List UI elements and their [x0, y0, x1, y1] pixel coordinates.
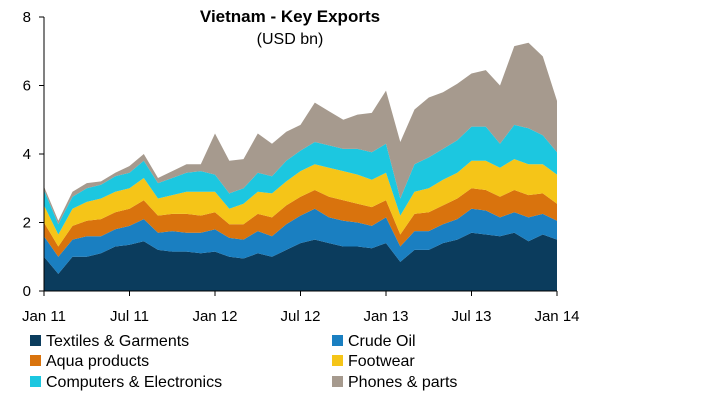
- area-series-5: [44, 124, 557, 235]
- y-tick-label: 2: [23, 215, 31, 232]
- area-series-group: [44, 42, 557, 291]
- x-tick-label: Jul 11: [110, 308, 149, 325]
- legend-label: Phones & parts: [348, 374, 457, 391]
- legend-label: Aqua products: [46, 353, 149, 370]
- x-tick-label: Jul 13: [451, 308, 491, 325]
- y-tick-label: 6: [23, 78, 31, 95]
- area-series-3: [44, 188, 557, 257]
- y-tick-label: 0: [23, 283, 31, 300]
- legend-label: Crude Oil: [348, 333, 416, 350]
- chart-subtitle: (USD bn): [257, 31, 324, 48]
- x-tick-label: Jul 12: [280, 308, 320, 325]
- legend-swatch: [30, 335, 41, 346]
- legend-label: Textiles & Garments: [46, 333, 189, 350]
- area-series-6: [44, 42, 557, 225]
- area-series-1: [44, 232, 557, 291]
- legend-label: Footwear: [348, 353, 415, 370]
- chart-title: Vietnam - Key Exports: [200, 7, 380, 26]
- x-tick-label: Jan 12: [192, 308, 237, 325]
- area-series-4: [44, 159, 557, 247]
- legend-label: Computers & Electronics: [46, 374, 222, 391]
- axes-group: 0 2 4 6 8 Jan 11 Jul 11 Jan 12 Jul 12 Jan 13 Jul 1…: [22, 9, 579, 325]
- legend-swatch: [30, 355, 41, 366]
- legend-swatch: [332, 335, 343, 346]
- legend: Textiles & Garments Crude Oil Aqua product…: [30, 333, 457, 391]
- x-tick-label: Jan 13: [363, 308, 408, 325]
- y-tick-label: 8: [23, 9, 31, 26]
- x-tick-label: Jan 11: [22, 308, 66, 325]
- x-tick-label: Jan 14: [534, 308, 579, 325]
- legend-swatch: [332, 376, 343, 387]
- legend-swatch: [332, 355, 343, 366]
- y-tick-label: 4: [23, 146, 31, 163]
- area-series-2: [44, 208, 557, 274]
- legend-swatch: [30, 376, 41, 387]
